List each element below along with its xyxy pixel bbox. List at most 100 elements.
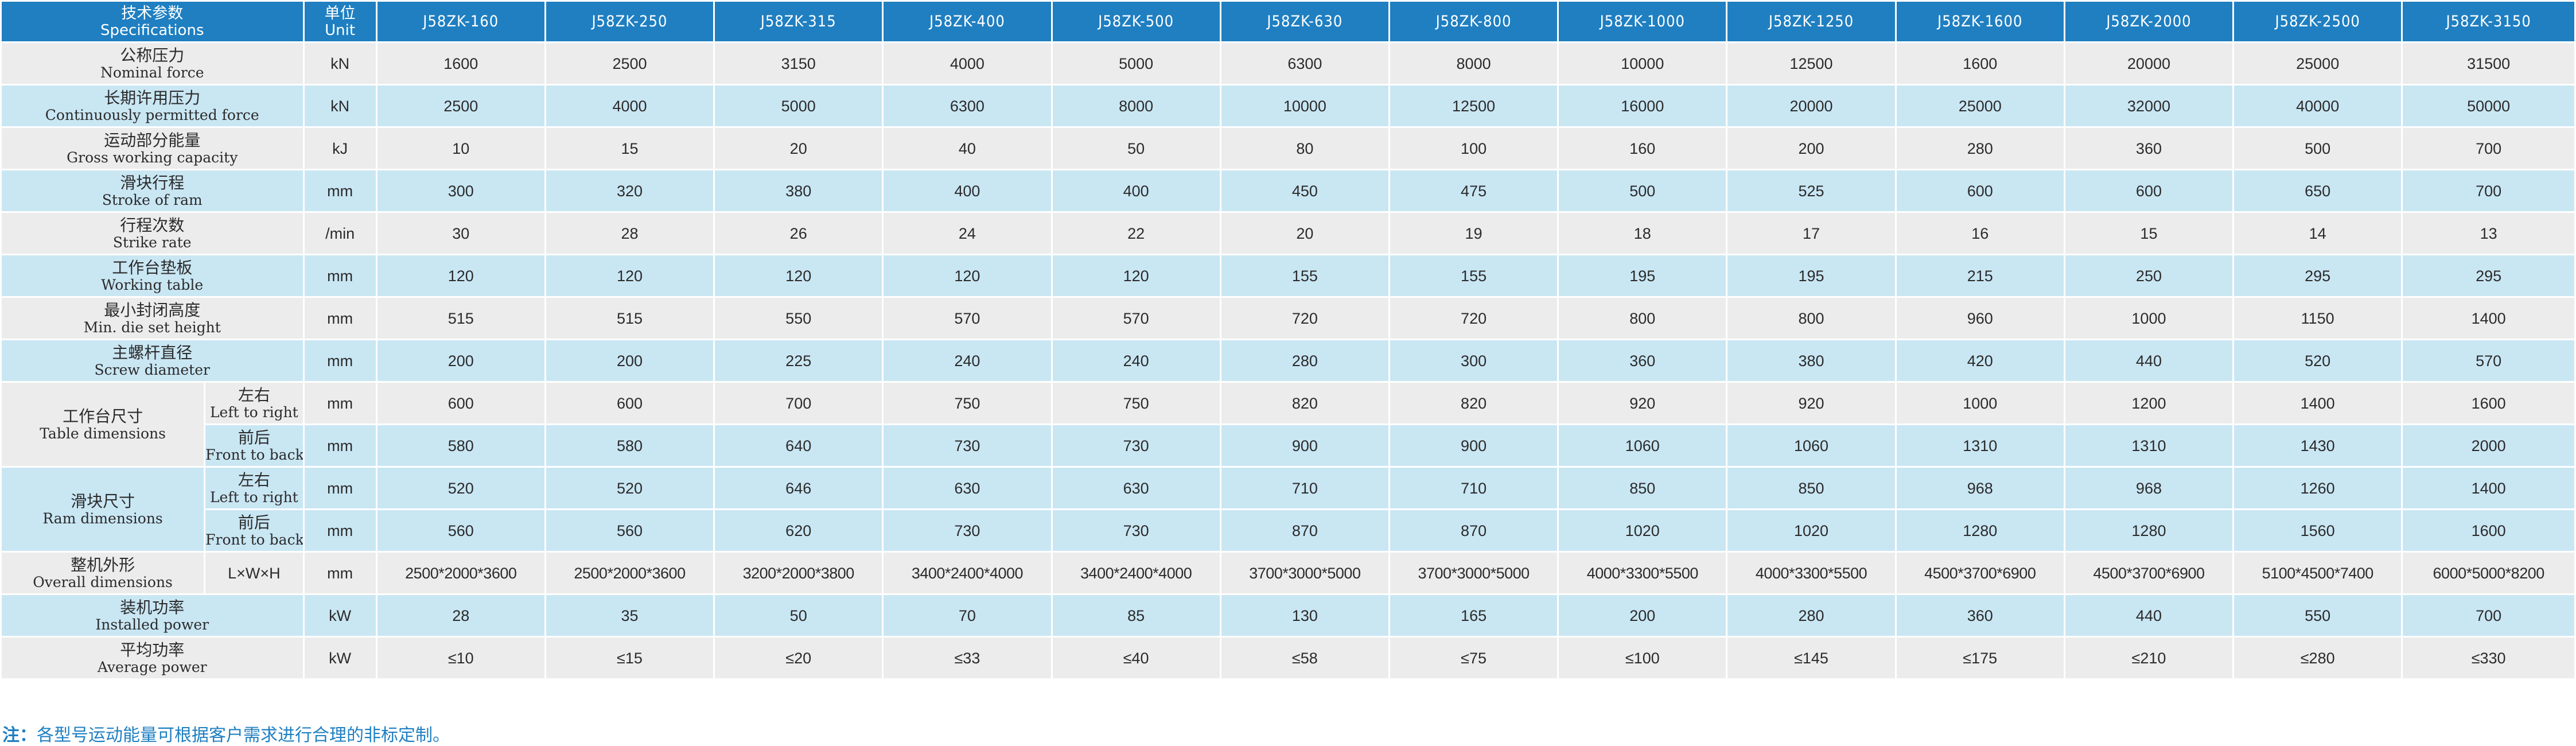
value-cell: 1430 bbox=[2232, 423, 2403, 468]
footnote: 注：各型号运动能量可根据客户需求进行合理的非标定制。 bbox=[2, 721, 450, 746]
value-cell: 520 bbox=[375, 466, 546, 510]
row-sublabel: L×W×H bbox=[204, 551, 305, 595]
model-header: J58ZK-2000 bbox=[2063, 0, 2235, 43]
value-cell: 280 bbox=[1726, 593, 1897, 638]
spec-header-en: Specifications bbox=[100, 21, 204, 39]
value-cell: 650 bbox=[2232, 169, 2403, 213]
value-cell: 440 bbox=[2063, 339, 2235, 383]
value-cell: 600 bbox=[544, 381, 715, 425]
value-cell: 26 bbox=[713, 211, 884, 255]
spec-header-zh: 技术参数 bbox=[121, 4, 184, 22]
value-cell: 570 bbox=[1050, 296, 1221, 340]
value-cell: 570 bbox=[2401, 339, 2576, 383]
unit-cell: mm bbox=[302, 466, 378, 510]
unit-cell: mm bbox=[302, 551, 378, 595]
row-label-zh: 滑块行程 bbox=[120, 173, 185, 192]
value-cell: 10 bbox=[375, 126, 546, 170]
value-cell: 360 bbox=[1557, 339, 1728, 383]
value-cell: 4000 bbox=[882, 41, 1053, 86]
value-cell: 4000 bbox=[544, 84, 715, 128]
row-sublabel-zh: 前后 bbox=[238, 428, 270, 447]
unit-cell: kJ bbox=[302, 126, 378, 170]
value-cell: 1200 bbox=[2063, 381, 2235, 425]
model-header: J58ZK-3150 bbox=[2401, 0, 2576, 43]
value-cell: 5000 bbox=[713, 84, 884, 128]
unit-header-en: Unit bbox=[325, 21, 356, 39]
value-cell: 1310 bbox=[2063, 423, 2235, 468]
row-sublabel-en: Front to back bbox=[205, 531, 304, 548]
value-cell: 280 bbox=[1219, 339, 1390, 383]
value-cell: 400 bbox=[1050, 169, 1221, 213]
value-cell: 24 bbox=[882, 211, 1053, 255]
row-label: 整机外形 Overall dimensions bbox=[0, 551, 206, 595]
value-cell: ≤330 bbox=[2401, 636, 2576, 680]
value-cell: 630 bbox=[882, 466, 1053, 510]
value-cell: 525 bbox=[1726, 169, 1897, 213]
unit-cell: mm bbox=[302, 381, 378, 425]
row-label: 滑块行程 Stroke of ram bbox=[0, 169, 305, 213]
value-cell: 120 bbox=[375, 254, 546, 298]
value-cell: 20 bbox=[1219, 211, 1390, 255]
value-cell: 20000 bbox=[2063, 41, 2235, 86]
value-cell: 800 bbox=[1557, 296, 1728, 340]
model-header: J58ZK-630 bbox=[1219, 0, 1390, 43]
value-cell: 280 bbox=[1894, 126, 2065, 170]
header-row: 技术参数 Specifications 单位 Unit J58ZK-160 J5… bbox=[0, 0, 2576, 43]
value-cell: 710 bbox=[1219, 466, 1390, 510]
value-cell: 20000 bbox=[1726, 84, 1897, 128]
value-cell: 900 bbox=[1219, 423, 1390, 468]
value-cell: 6300 bbox=[1219, 41, 1390, 86]
value-cell: 1060 bbox=[1726, 423, 1897, 468]
value-cell: 820 bbox=[1388, 381, 1559, 425]
row-label-zh: 工作台垫板 bbox=[112, 258, 193, 277]
row-label-en: Continuously permitted force bbox=[45, 106, 259, 123]
value-cell: 1260 bbox=[2232, 466, 2403, 510]
value-cell: 120 bbox=[544, 254, 715, 298]
value-cell: 730 bbox=[1050, 508, 1221, 553]
row-label-en: Overall dimensions bbox=[33, 573, 173, 590]
row-sublabel: 左右 Left to right bbox=[204, 466, 305, 510]
table-body: 技术参数 Specifications 单位 Unit J58ZK-160 J5… bbox=[0, 0, 2576, 680]
table-row: 装机功率 Installed power kW 28 35 50 70 85 130 165 200… bbox=[0, 593, 2576, 638]
value-cell: 4500*3700*6900 bbox=[1894, 551, 2065, 595]
unit-header: 单位 Unit bbox=[302, 0, 378, 43]
value-cell: 700 bbox=[2401, 126, 2576, 170]
value-cell: 2000 bbox=[2401, 423, 2576, 468]
value-cell: 130 bbox=[1219, 593, 1390, 638]
row-label-en: Stroke of ram bbox=[102, 191, 203, 208]
value-cell: 400 bbox=[882, 169, 1053, 213]
value-cell: 360 bbox=[1894, 593, 2065, 638]
value-cell: 730 bbox=[882, 508, 1053, 553]
value-cell: 35 bbox=[544, 593, 715, 638]
value-cell: 450 bbox=[1219, 169, 1390, 213]
value-cell: 165 bbox=[1388, 593, 1559, 638]
value-cell: 240 bbox=[1050, 339, 1221, 383]
value-cell: 200 bbox=[544, 339, 715, 383]
value-cell: 32000 bbox=[2063, 84, 2235, 128]
unit-cell: mm bbox=[302, 339, 378, 383]
value-cell: 300 bbox=[375, 169, 546, 213]
value-cell: 640 bbox=[713, 423, 884, 468]
value-cell: 3700*3000*5000 bbox=[1219, 551, 1390, 595]
value-cell: 960 bbox=[1894, 296, 2065, 340]
value-cell: 1310 bbox=[1894, 423, 2065, 468]
row-label: 运动部分能量 Gross working capacity bbox=[0, 126, 305, 170]
value-cell: 380 bbox=[1726, 339, 1897, 383]
unit-header-zh: 单位 bbox=[324, 4, 356, 22]
value-cell: 3400*2400*4000 bbox=[1050, 551, 1221, 595]
value-cell: 420 bbox=[1894, 339, 2065, 383]
value-cell: 300 bbox=[1388, 339, 1559, 383]
row-label-zh: 主螺杆直径 bbox=[112, 343, 193, 362]
value-cell: 3200*2000*3800 bbox=[713, 551, 884, 595]
value-cell: 850 bbox=[1726, 466, 1897, 510]
value-cell: 700 bbox=[713, 381, 884, 425]
value-cell: 600 bbox=[1894, 169, 2065, 213]
value-cell: 100 bbox=[1388, 126, 1559, 170]
value-cell: 520 bbox=[2232, 339, 2403, 383]
value-cell: 515 bbox=[544, 296, 715, 340]
value-cell: 80 bbox=[1219, 126, 1390, 170]
value-cell: 15 bbox=[2063, 211, 2235, 255]
value-cell: 1600 bbox=[375, 41, 546, 86]
value-cell: 750 bbox=[882, 381, 1053, 425]
value-cell: 820 bbox=[1219, 381, 1390, 425]
